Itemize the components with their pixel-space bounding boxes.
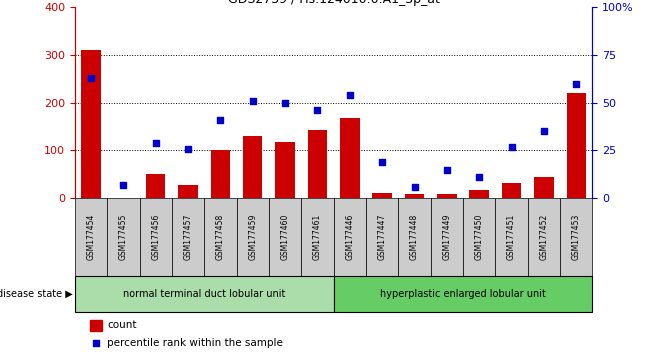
Point xyxy=(118,182,129,188)
FancyBboxPatch shape xyxy=(463,198,495,276)
Point xyxy=(441,167,452,172)
FancyBboxPatch shape xyxy=(333,198,366,276)
Text: disease state ▶: disease state ▶ xyxy=(0,289,74,299)
FancyBboxPatch shape xyxy=(75,276,333,312)
Point xyxy=(474,175,484,180)
Point xyxy=(506,144,517,149)
FancyBboxPatch shape xyxy=(204,198,236,276)
FancyBboxPatch shape xyxy=(398,198,431,276)
FancyBboxPatch shape xyxy=(301,198,333,276)
FancyBboxPatch shape xyxy=(139,198,172,276)
Text: GSM177453: GSM177453 xyxy=(572,214,581,261)
Bar xyxy=(372,193,392,198)
Text: GSM177447: GSM177447 xyxy=(378,214,387,261)
Title: GDS2739 / Hs.124010.0.A1_3p_at: GDS2739 / Hs.124010.0.A1_3p_at xyxy=(228,0,439,6)
Point xyxy=(150,140,161,145)
FancyBboxPatch shape xyxy=(495,198,528,276)
Bar xyxy=(81,50,101,198)
Point xyxy=(183,146,193,152)
Bar xyxy=(469,190,489,198)
Point xyxy=(538,129,549,134)
Point xyxy=(215,117,226,123)
FancyBboxPatch shape xyxy=(107,198,139,276)
Bar xyxy=(502,183,521,198)
Point xyxy=(377,159,387,165)
Text: count: count xyxy=(107,320,137,330)
Point xyxy=(91,340,102,346)
Text: GSM177449: GSM177449 xyxy=(442,214,451,261)
Text: GSM177451: GSM177451 xyxy=(507,214,516,260)
Text: normal terminal duct lobular unit: normal terminal duct lobular unit xyxy=(123,289,285,299)
Text: percentile rank within the sample: percentile rank within the sample xyxy=(107,338,283,348)
Point xyxy=(312,108,323,113)
Text: GSM177446: GSM177446 xyxy=(345,214,354,261)
Bar xyxy=(90,320,102,331)
Bar xyxy=(275,142,295,198)
Point xyxy=(409,184,420,190)
Text: GSM177458: GSM177458 xyxy=(216,214,225,260)
Text: hyperplastic enlarged lobular unit: hyperplastic enlarged lobular unit xyxy=(380,289,546,299)
Bar xyxy=(534,177,553,198)
Text: GSM177450: GSM177450 xyxy=(475,214,484,261)
FancyBboxPatch shape xyxy=(75,198,107,276)
Bar xyxy=(243,136,262,198)
Bar xyxy=(340,118,359,198)
FancyBboxPatch shape xyxy=(528,198,560,276)
Text: GSM177460: GSM177460 xyxy=(281,214,290,261)
FancyBboxPatch shape xyxy=(366,198,398,276)
Text: GSM177459: GSM177459 xyxy=(248,214,257,261)
FancyBboxPatch shape xyxy=(333,276,592,312)
Text: GSM177461: GSM177461 xyxy=(313,214,322,260)
Bar xyxy=(178,185,198,198)
Point xyxy=(344,92,355,98)
Text: GSM177448: GSM177448 xyxy=(410,214,419,260)
FancyBboxPatch shape xyxy=(236,198,269,276)
FancyBboxPatch shape xyxy=(172,198,204,276)
Text: GSM177452: GSM177452 xyxy=(540,214,548,260)
Text: GSM177455: GSM177455 xyxy=(119,214,128,261)
Bar xyxy=(146,175,165,198)
Point xyxy=(86,75,96,81)
FancyBboxPatch shape xyxy=(431,198,463,276)
Text: GSM177456: GSM177456 xyxy=(151,214,160,261)
Bar xyxy=(437,194,456,198)
Point xyxy=(247,98,258,104)
Bar xyxy=(308,130,327,198)
Bar xyxy=(566,93,586,198)
Text: GSM177454: GSM177454 xyxy=(87,214,96,261)
Point xyxy=(571,81,581,86)
FancyBboxPatch shape xyxy=(560,198,592,276)
Text: GSM177457: GSM177457 xyxy=(184,214,193,261)
Point xyxy=(280,100,290,105)
Bar xyxy=(405,194,424,198)
FancyBboxPatch shape xyxy=(269,198,301,276)
Bar xyxy=(211,150,230,198)
